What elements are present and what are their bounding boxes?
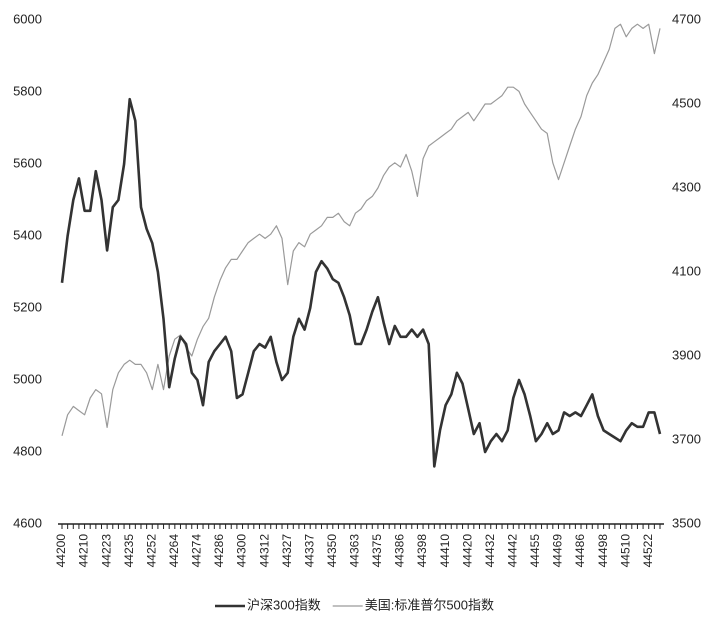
x-tick-label: 44522	[641, 534, 655, 568]
x-tick-label: 44410	[438, 534, 452, 568]
x-tick-label: 44274	[190, 534, 204, 568]
legend-label: 沪深300指数	[247, 597, 321, 612]
x-tick-label: 44420	[460, 534, 474, 568]
y2-tick-label: 3900	[672, 347, 701, 362]
y2-tick-label: 4100	[672, 263, 701, 278]
y2-tick-label: 4700	[672, 11, 701, 26]
x-tick-label: 44469	[551, 534, 565, 568]
y2-tick-label: 4500	[672, 95, 701, 110]
y-tick-label: 5800	[13, 83, 42, 98]
x-tick-label: 44432	[483, 534, 497, 568]
x-tick-label: 44486	[573, 534, 587, 568]
y2-tick-label: 4300	[672, 179, 701, 194]
y-tick-label: 4800	[13, 443, 42, 458]
y-tick-label: 5400	[13, 227, 42, 242]
y-tick-label: 5000	[13, 371, 42, 386]
series-line	[61, 23, 661, 436]
x-tick-label: 44252	[144, 534, 158, 568]
x-tick-label: 44327	[280, 534, 294, 568]
x-tick-label: 44363	[348, 534, 362, 568]
x-tick-label: 44398	[415, 534, 429, 568]
y-tick-label: 5600	[13, 155, 42, 170]
x-tick-label: 44300	[235, 534, 249, 568]
x-tick-label: 44200	[54, 534, 68, 568]
x-tick-label: 44235	[122, 534, 136, 568]
x-tick-label: 44350	[325, 534, 339, 568]
y-tick-label: 6000	[13, 11, 42, 26]
x-tick-label: 44386	[393, 534, 407, 568]
x-tick-label: 44337	[302, 534, 316, 568]
y-tick-label: 4600	[13, 515, 42, 530]
x-tick-label: 44442	[505, 534, 519, 568]
x-tick-label: 44286	[212, 534, 226, 568]
series-line	[60, 97, 662, 468]
legend-label: 美国:标准普尔500指数	[365, 597, 494, 612]
x-tick-label: 44455	[528, 534, 542, 568]
x-tick-label: 44498	[596, 534, 610, 568]
x-tick-label: 44510	[618, 534, 632, 568]
y-tick-label: 5200	[13, 299, 42, 314]
x-tick-label: 44375	[370, 534, 384, 568]
y2-tick-label: 3700	[672, 431, 701, 446]
x-tick-label: 44264	[167, 534, 181, 568]
x-tick-label: 44223	[99, 534, 113, 568]
x-tick-label: 44312	[257, 534, 271, 568]
x-tick-label: 44210	[77, 534, 91, 568]
y2-tick-label: 3500	[672, 515, 701, 530]
